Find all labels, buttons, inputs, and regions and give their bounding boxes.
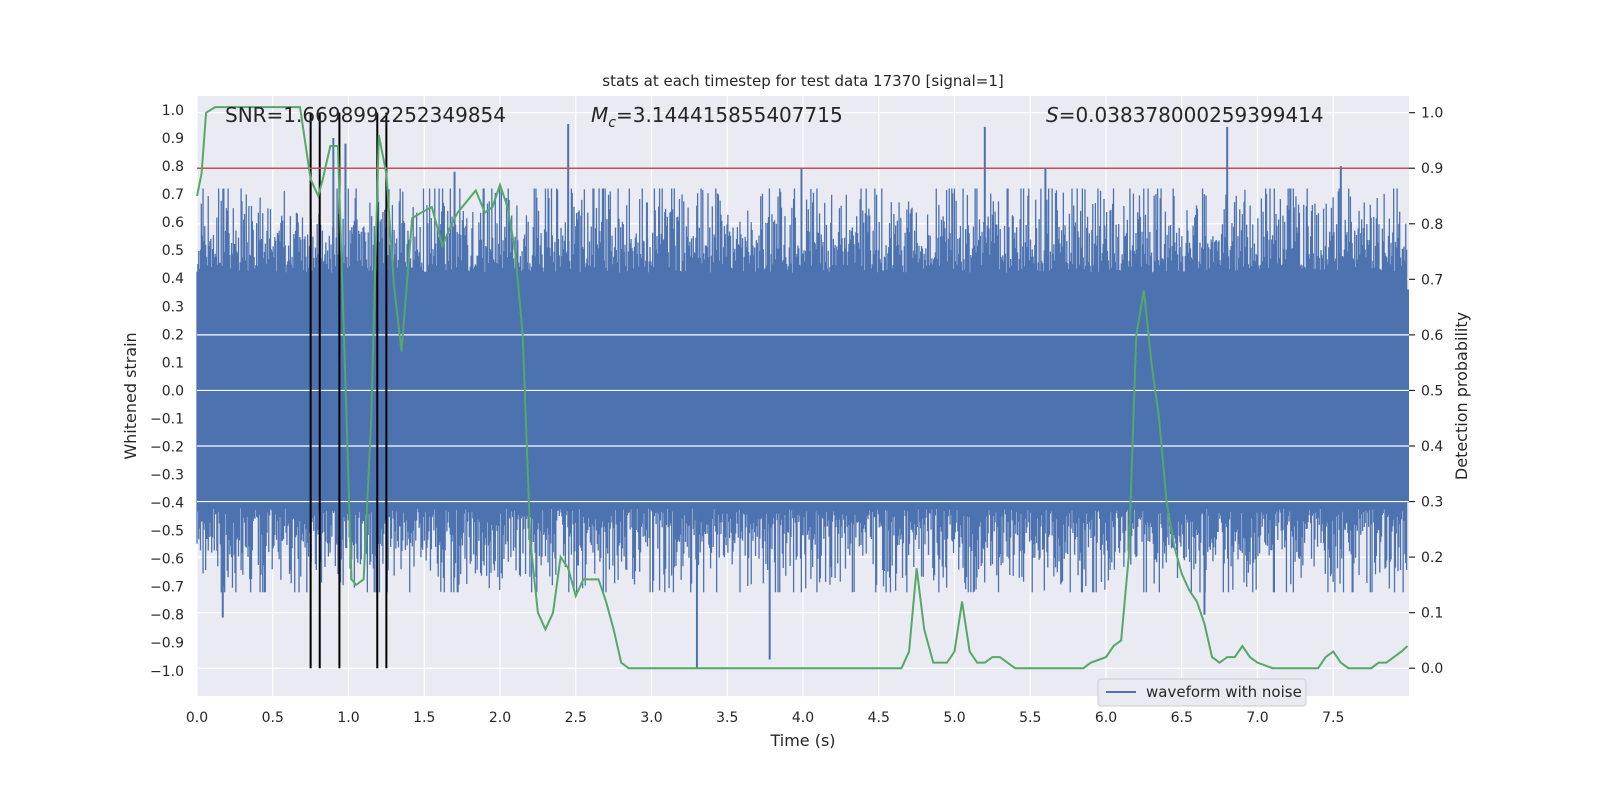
- left-tick-label: −0.3: [150, 468, 184, 484]
- left-tick-label: 0.2: [162, 327, 184, 343]
- x-tick-label: 6.5: [1171, 710, 1193, 726]
- right-tick-label: 0.4: [1421, 439, 1443, 455]
- right-tick-label: 0.8: [1421, 217, 1443, 233]
- right-tick-label: 1.0: [1421, 106, 1443, 122]
- s-value: =0.038378000259399414: [1059, 103, 1324, 127]
- left-tick-label: −0.9: [150, 636, 184, 652]
- left-tick-label: 0.4: [162, 271, 184, 287]
- x-tick-label: 5.0: [943, 710, 965, 726]
- left-tick-label: 0.3: [162, 299, 184, 315]
- x-tick-label: 1.5: [413, 710, 435, 726]
- x-tick-label: 4.0: [792, 710, 814, 726]
- x-tick-label: 3.5: [716, 710, 738, 726]
- right-tick-label: 0.3: [1421, 495, 1443, 511]
- chart-title: stats at each timestep for test data 173…: [602, 72, 1003, 90]
- right-tick-label: 0.5: [1421, 383, 1443, 399]
- right-tick-label: 0.9: [1421, 161, 1443, 177]
- left-tick-label: −0.4: [150, 496, 184, 512]
- right-tick-label: 0.6: [1421, 328, 1443, 344]
- left-tick-label: −0.5: [150, 524, 184, 540]
- mc-subscript: c: [608, 115, 616, 131]
- x-tick-label: 7.0: [1246, 710, 1268, 726]
- left-tick-label: 1.0: [162, 103, 184, 119]
- x-tick-label: 7.5: [1322, 710, 1344, 726]
- x-tick-label: 2.5: [565, 710, 587, 726]
- left-tick-label: 0.5: [162, 243, 184, 259]
- left-tick-label: 0.8: [162, 159, 184, 175]
- right-tick-label: 0.2: [1421, 550, 1443, 566]
- snr-annotation: SNR=1.6698992252349854: [225, 103, 506, 127]
- legend: waveform with noise: [1097, 678, 1307, 707]
- left-tick-label: −0.1: [150, 411, 184, 427]
- left-tick-label: 0.7: [162, 187, 184, 203]
- probability-series-line: [196, 106, 1409, 670]
- right-axis-label: Detection probability: [1452, 312, 1471, 480]
- x-axis-label: Time (s): [769, 731, 835, 750]
- right-axis-ticks: 1.0 0.9 0.8 0.7 0.6 0.5 0.4 0.3 0.2 0.1 0.0: [1409, 106, 1443, 677]
- left-tick-label: −0.8: [150, 608, 184, 624]
- x-tick-label: 0.0: [186, 710, 208, 726]
- left-tick-label: 0.9: [162, 131, 184, 147]
- legend-label: waveform with noise: [1146, 683, 1302, 701]
- x-tick-label: 5.5: [1019, 710, 1041, 726]
- legend-box: [1097, 678, 1307, 707]
- right-tick-label: 0.0: [1421, 661, 1443, 677]
- left-tick-label: −0.7: [150, 580, 184, 596]
- x-tick-label: 3.0: [640, 710, 662, 726]
- x-tick-label: 2.0: [489, 710, 511, 726]
- x-tick-label: 4.5: [868, 710, 890, 726]
- left-axis-ticks: 1.0 0.9 0.8 0.7 0.6 0.5 0.4 0.3 0.2 0.1 0.0 −0.1 −0.…: [150, 103, 184, 680]
- mc-annotation: Mc=3.144415855407715: [591, 103, 843, 131]
- left-tick-label: 0.0: [162, 383, 184, 399]
- left-tick-label: −0.6: [150, 552, 184, 568]
- x-tick-label: 1.0: [337, 710, 359, 726]
- x-tick-label: 6.0: [1095, 710, 1117, 726]
- x-tick-label: 0.5: [262, 710, 284, 726]
- left-tick-label: 0.6: [162, 215, 184, 231]
- s-symbol: S: [1046, 103, 1059, 127]
- x-axis-ticks: 0.0 0.5 1.0 1.5 2.0 2.5 3.0 3.5 4.0 4.5 5.0 5.5 6.0 6…: [186, 710, 1345, 726]
- left-tick-label: 0.1: [162, 355, 184, 371]
- left-tick-label: −1.0: [150, 664, 184, 680]
- mc-symbol: M: [591, 103, 608, 127]
- right-tick-label: 0.1: [1421, 606, 1443, 622]
- left-tick-label: −0.2: [150, 439, 184, 455]
- s-annotation: S=0.038378000259399414: [1046, 103, 1324, 127]
- left-axis-label: Whitened strain: [121, 332, 140, 459]
- mc-value: =3.144415855407715: [616, 103, 843, 127]
- right-tick-label: 0.7: [1421, 272, 1443, 288]
